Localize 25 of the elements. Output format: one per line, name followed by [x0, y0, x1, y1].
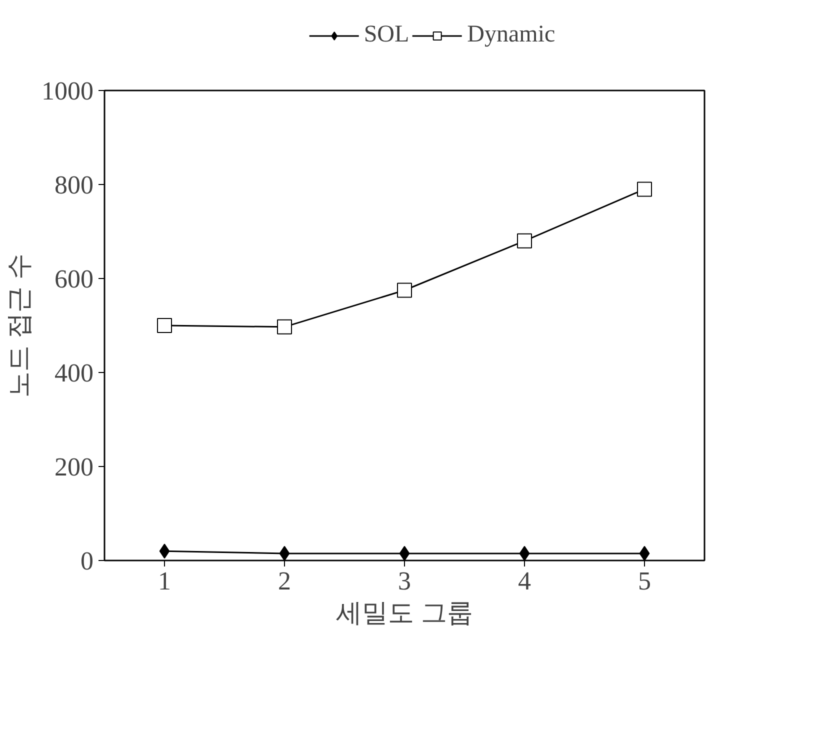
point	[277, 319, 292, 334]
point	[397, 282, 412, 298]
x-tick-label: 1	[158, 566, 171, 596]
legend-label: SOL	[364, 22, 410, 48]
point	[639, 546, 650, 560]
x-tick-label: 3	[398, 566, 411, 596]
y-tick-label: 600	[54, 264, 94, 294]
y-tick-label: 200	[54, 452, 94, 482]
x-tick-label: 5	[638, 566, 651, 596]
point	[279, 546, 290, 560]
y-tick-label: 800	[54, 170, 94, 200]
y-tick-label: 0	[80, 546, 94, 576]
x-tick-label: 2	[278, 566, 291, 596]
y-tick-label: 1000	[42, 76, 94, 106]
x-axis-title: 세밀도 그룹	[336, 598, 474, 628]
point	[157, 318, 172, 333]
x-tick-label: 4	[518, 566, 531, 596]
point	[519, 546, 530, 560]
legend-label: Dynamic	[467, 22, 556, 48]
y-axis-title: 노드 접근 수	[4, 253, 34, 398]
y-tick-label: 400	[54, 358, 94, 388]
point	[517, 233, 532, 248]
point	[637, 182, 652, 197]
point	[399, 546, 410, 560]
point	[159, 544, 170, 559]
